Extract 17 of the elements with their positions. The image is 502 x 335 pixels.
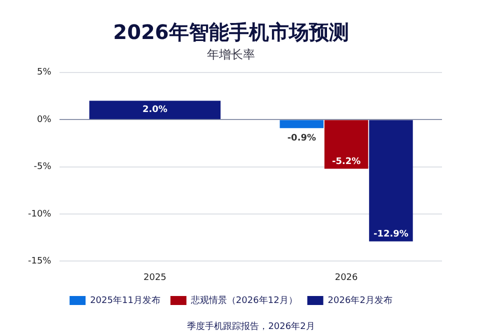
y-tick-label: -10% xyxy=(28,209,52,220)
chart-title: 2026年智能手机市场预测 xyxy=(113,20,349,44)
y-tick-label: -15% xyxy=(28,256,52,267)
y-tick-label: -5% xyxy=(34,162,52,172)
data-label: 2.0% xyxy=(142,105,168,116)
chart-subtitle: 年增长率 xyxy=(207,47,255,62)
legend-label: 2026年2月发布 xyxy=(328,294,392,306)
text: 季度手机跟踪报告，2026年2月 xyxy=(187,320,315,332)
data-label: -12.9% xyxy=(373,230,408,240)
y-tick-label: 5% xyxy=(36,68,52,78)
x-tick-label: 2026 xyxy=(334,272,358,283)
legend-label: 悲观情景（2026年12月） xyxy=(190,294,298,306)
legend-label: 2025年11月发布 xyxy=(90,294,160,306)
data-label: -5.2% xyxy=(332,157,361,168)
x-tick-label: 2025 xyxy=(143,272,166,283)
data-label: -0.9% xyxy=(287,133,316,144)
y-tick-label: 0% xyxy=(36,114,52,125)
